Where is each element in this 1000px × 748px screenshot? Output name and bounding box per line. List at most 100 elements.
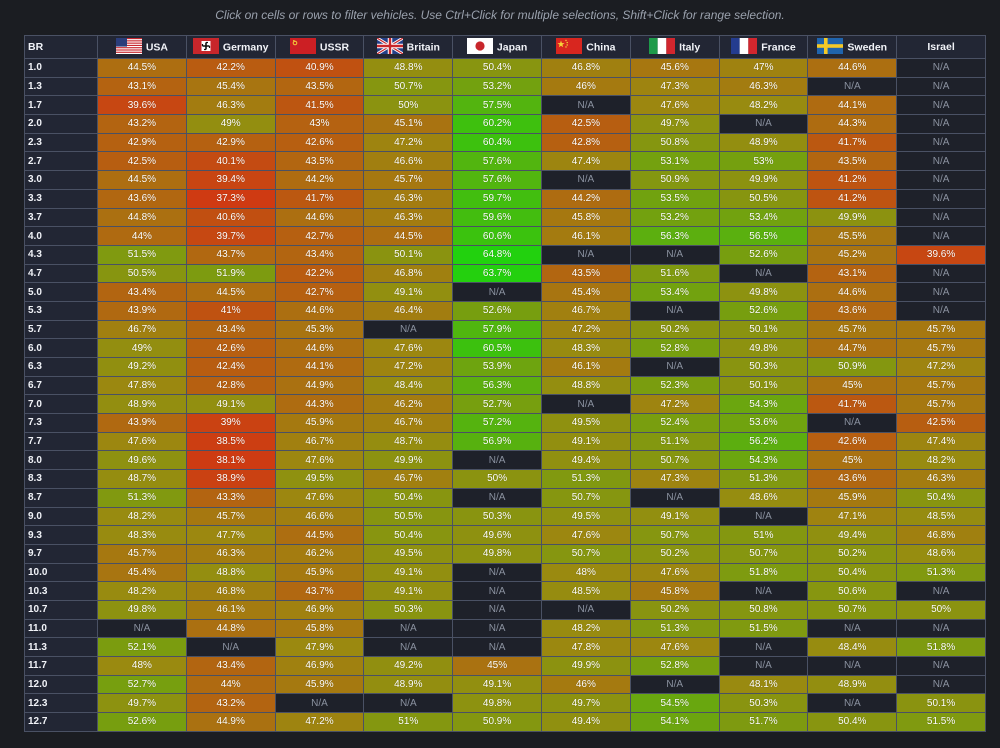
br-cell[interactable]: 12.7 [24, 712, 98, 732]
winrate-cell-usa[interactable]: 48.3% [97, 525, 187, 545]
winrate-cell-israel[interactable]: 51.5% [896, 712, 986, 732]
winrate-cell-germany[interactable]: 42.9% [185, 132, 276, 153]
winrate-cell-germany[interactable]: N/A [185, 637, 276, 657]
table-row[interactable]: 6.0 49% 42.6% 44.6% 47.6% 60.5% 48.3% 52.8% 49.8… [24, 338, 986, 358]
winrate-cell-france[interactable]: 49.8% [718, 338, 809, 358]
winrate-cell-france[interactable]: N/A [718, 656, 809, 676]
winrate-cell-israel[interactable]: N/A [896, 581, 986, 601]
table-row[interactable]: 11.3 52.1% N/A 47.9% N/A N/A 47.8% 47.6% N/A 48.4… [24, 637, 986, 657]
winrate-cell-japan[interactable]: 57.6% [452, 170, 542, 190]
winrate-cell-britain[interactable]: 50.1% [363, 244, 454, 265]
winrate-cell-germany[interactable]: 44.9% [185, 712, 276, 732]
winrate-cell-japan[interactable]: 52.6% [452, 300, 542, 321]
winrate-cell-japan[interactable]: 57.6% [452, 151, 542, 172]
winrate-cell-britain[interactable]: 50% [363, 95, 454, 116]
winrate-cell-italy[interactable]: 47.6% [629, 95, 720, 116]
winrate-cell-japan[interactable]: N/A [452, 637, 542, 657]
winrate-cell-japan[interactable]: 60.2% [452, 114, 542, 134]
winrate-cell-israel[interactable]: 48.5% [896, 506, 986, 527]
winrate-cell-israel[interactable]: 46.8% [896, 525, 986, 545]
winrate-cell-usa[interactable]: 49.2% [97, 357, 187, 377]
winrate-cell-china[interactable]: 42.5% [540, 114, 631, 134]
winrate-cell-ussr[interactable]: 47.6% [274, 487, 365, 508]
winrate-cell-germany[interactable]: 37.3% [185, 188, 276, 209]
winrate-cell-germany[interactable]: 38.1% [185, 450, 276, 471]
winrate-cell-usa[interactable]: 42.5% [97, 151, 187, 172]
winrate-cell-france[interactable]: 53.6% [718, 413, 809, 433]
winrate-cell-britain[interactable]: 50.7% [363, 76, 454, 97]
winrate-cell-china[interactable]: 49.5% [540, 506, 631, 527]
winrate-cell-usa[interactable]: 49.8% [97, 599, 187, 620]
br-cell[interactable]: 5.3 [24, 300, 98, 321]
winrate-cell-france[interactable]: 50.8% [718, 599, 809, 620]
winrate-cell-sweden[interactable]: N/A [807, 76, 898, 97]
winrate-cell-france[interactable]: 50.3% [718, 693, 809, 714]
br-cell[interactable]: 10.0 [24, 562, 98, 583]
winrate-cell-usa[interactable]: 49% [97, 338, 187, 358]
table-row[interactable]: 8.0 49.6% 38.1% 47.6% 49.9% N/A 49.4% 50.7% 54.3… [24, 450, 986, 471]
winrate-cell-usa[interactable]: 48.7% [97, 469, 187, 489]
winrate-cell-israel[interactable]: 48.6% [896, 543, 986, 564]
winrate-cell-usa[interactable]: 47.8% [97, 375, 187, 396]
winrate-cell-germany[interactable]: 46.8% [185, 581, 276, 601]
winrate-cell-italy[interactable]: 47.3% [629, 76, 720, 97]
winrate-cell-britain[interactable]: N/A [363, 637, 454, 657]
winrate-cell-ussr[interactable]: 44.2% [274, 170, 365, 190]
br-cell[interactable]: 3.3 [24, 188, 98, 209]
winrate-cell-germany[interactable]: 38.5% [185, 431, 276, 452]
winrate-cell-israel[interactable]: N/A [896, 226, 986, 246]
winrate-cell-italy[interactable]: N/A [629, 244, 720, 265]
winrate-cell-france[interactable]: 50.5% [718, 188, 809, 209]
winrate-cell-sweden[interactable]: 45.2% [807, 244, 898, 265]
winrate-cell-china[interactable]: 49.9% [540, 656, 631, 676]
winrate-cell-germany[interactable]: 42.4% [185, 357, 276, 377]
winrate-cell-france[interactable]: 56.5% [718, 226, 809, 246]
winrate-cell-sweden[interactable]: 50.2% [807, 543, 898, 564]
winrate-cell-china[interactable]: 50.7% [540, 543, 631, 564]
winrate-cell-britain[interactable]: 49.1% [363, 562, 454, 583]
winrate-cell-sweden[interactable]: 49.9% [807, 207, 898, 228]
winrate-cell-ussr[interactable]: 46.9% [274, 656, 365, 676]
table-row[interactable]: 10.7 49.8% 46.1% 46.9% 50.3% N/A N/A 50.2% 50.8%… [24, 599, 986, 620]
column-header-china[interactable]: China [540, 35, 631, 59]
winrate-cell-italy[interactable]: 50.7% [629, 450, 720, 471]
table-row[interactable]: 12.0 52.7% 44% 45.9% 48.9% 49.1% 46% N/A 48.1% 48… [24, 674, 986, 695]
winrate-cell-ussr[interactable]: 47.6% [274, 450, 365, 471]
winrate-cell-italy[interactable]: 49.7% [629, 114, 720, 134]
table-row[interactable]: 2.7 42.5% 40.1% 43.5% 46.6% 57.6% 47.4% 53.1% 53… [24, 151, 986, 172]
winrate-cell-germany[interactable]: 43.4% [185, 319, 276, 340]
br-cell[interactable]: 5.0 [24, 282, 98, 302]
br-cell[interactable]: 7.3 [24, 413, 98, 433]
br-cell[interactable]: 8.3 [24, 469, 98, 489]
winrate-cell-japan[interactable]: N/A [452, 450, 542, 471]
winrate-cell-china[interactable]: 49.4% [540, 712, 631, 732]
winrate-cell-israel[interactable]: N/A [896, 207, 986, 228]
br-cell[interactable]: 2.0 [24, 114, 98, 134]
winrate-cell-ussr[interactable]: 46.7% [274, 431, 365, 452]
winrate-cell-israel[interactable]: 45.7% [896, 375, 986, 396]
winrate-cell-china[interactable]: 47.8% [540, 637, 631, 657]
winrate-cell-britain[interactable]: 50.4% [363, 487, 454, 508]
winrate-cell-italy[interactable]: 50.7% [629, 525, 720, 545]
table-row[interactable]: 4.0 44% 39.7% 42.7% 44.5% 60.6% 46.1% 56.3% 56.5… [24, 226, 986, 246]
table-row[interactable]: 11.0 N/A 44.8% 45.8% N/A N/A 48.2% 51.3% 51.5% N/… [24, 618, 986, 639]
winrate-cell-japan[interactable]: 50% [452, 469, 542, 489]
winrate-cell-japan[interactable]: 57.2% [452, 413, 542, 433]
winrate-cell-france[interactable]: 52.6% [718, 300, 809, 321]
winrate-cell-germany[interactable]: 39.7% [185, 226, 276, 246]
winrate-cell-italy[interactable]: 52.4% [629, 413, 720, 433]
winrate-cell-france[interactable]: 53.4% [718, 207, 809, 228]
winrate-cell-israel[interactable]: 45.7% [896, 338, 986, 358]
winrate-cell-japan[interactable]: 60.5% [452, 338, 542, 358]
table-row[interactable]: 8.3 48.7% 38.9% 49.5% 46.7% 50% 51.3% 47.3% 51.3… [24, 469, 986, 489]
winrate-cell-sweden[interactable]: 45% [807, 450, 898, 471]
winrate-cell-sweden[interactable]: 44.7% [807, 338, 898, 358]
winrate-cell-sweden[interactable]: 43.6% [807, 300, 898, 321]
table-row[interactable]: 7.0 48.9% 49.1% 44.3% 46.2% 52.7% N/A 47.2% 54.3… [24, 394, 986, 415]
winrate-cell-usa[interactable]: 43.9% [97, 413, 187, 433]
winrate-cell-sweden[interactable]: 48.9% [807, 674, 898, 695]
winrate-cell-sweden[interactable]: 45% [807, 375, 898, 396]
br-cell[interactable]: 1.7 [24, 95, 98, 116]
winrate-cell-sweden[interactable]: N/A [807, 693, 898, 714]
winrate-cell-ussr[interactable]: 43.4% [274, 244, 365, 265]
